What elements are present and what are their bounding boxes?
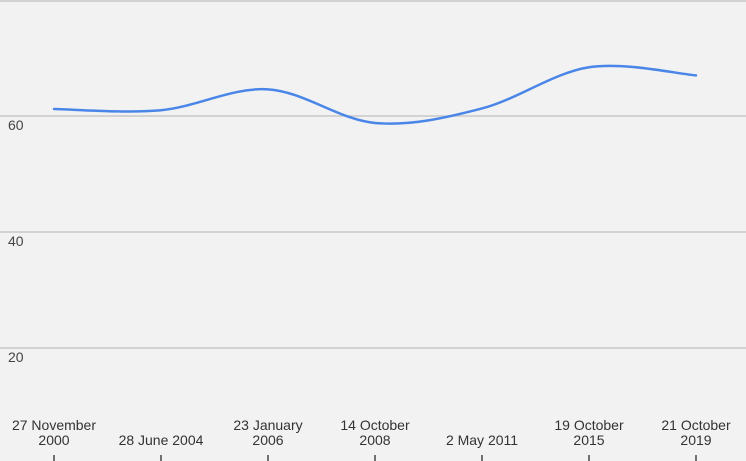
x-tick-label-6: 21 October 2019 — [661, 417, 731, 448]
x-tick-label-5: 19 October 2015 — [554, 417, 624, 448]
x-tick-label-line: 28 June 2004 — [119, 432, 204, 448]
x-tick-label-2: 23 January 2006 — [233, 417, 302, 448]
x-tick-label-line: 27 November — [12, 417, 96, 433]
x-tick-label-0: 27 November 2000 — [12, 417, 96, 448]
y-tick-label-60: 60 — [8, 117, 24, 133]
x-tick-label-3: 14 October 2008 — [340, 417, 410, 448]
y-tick-label-20: 20 — [8, 349, 24, 365]
x-tick-label-line: 23 January — [233, 417, 302, 433]
x-tick-label-line: 19 October — [554, 417, 624, 433]
x-tick-label-1: 28 June 2004 — [119, 432, 204, 448]
x-tick-label-line: 2008 — [359, 432, 390, 448]
x-tick-label-4: 2 May 2011 — [446, 432, 518, 448]
x-tick-label-line: 2006 — [252, 432, 283, 448]
y-tick-label-40: 40 — [8, 233, 24, 249]
x-tick-label-line: 2019 — [680, 432, 711, 448]
x-tick-label-line: 2000 — [38, 432, 69, 448]
x-tick-label-line: 14 October — [340, 417, 410, 433]
x-tick-label-line: 21 October — [661, 417, 731, 433]
x-tick-label-line: 2015 — [573, 432, 604, 448]
x-tick-label-line: 2 May 2011 — [446, 432, 518, 448]
series-line-0 — [52, 64, 698, 125]
